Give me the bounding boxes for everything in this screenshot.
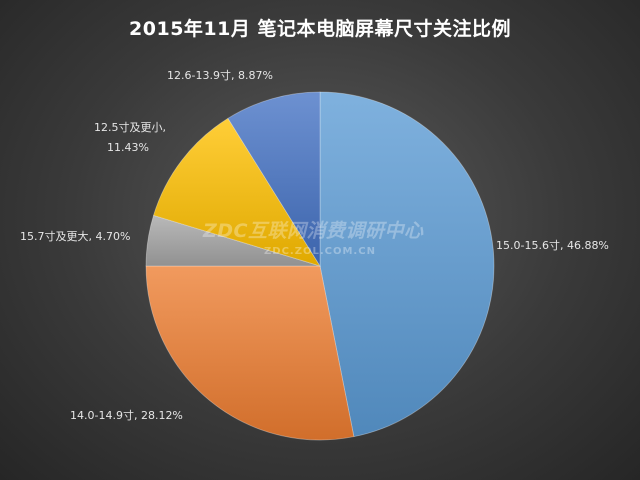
slice-label-15-0-15-6: 15.0-15.6寸, 46.88% xyxy=(496,239,609,252)
pie-slice-14.0-14.9寸 xyxy=(145,265,355,441)
slice-label-14-0-14-9: 14.0-14.9寸, 28.12% xyxy=(70,409,183,422)
watermark-url: ZDC.ZOL.COM.CN xyxy=(264,246,376,257)
pie-slice-12.5寸及更小 xyxy=(153,117,321,267)
chart-title: 2015年11月 笔记本电脑屏幕尺寸关注比例 xyxy=(129,18,511,40)
slice-label-12-5-less-line1: 12.5寸及更小, xyxy=(94,121,166,134)
slice-label-12-6-13-9: 12.6-13.9寸, 8.87% xyxy=(167,69,273,82)
watermark-text: ZDC互联网消费调研中心 xyxy=(203,220,424,242)
pie-slice-15.0-15.6寸 xyxy=(319,91,495,438)
pie-slice-12.6-13.9寸 xyxy=(227,91,321,268)
slice-label-15-7-plus: 15.7寸及更大, 4.70% xyxy=(20,230,131,243)
pie-slice-15.7寸及更大 xyxy=(145,214,321,267)
slice-label-12-5-less-line2: 11.43% xyxy=(107,141,149,154)
